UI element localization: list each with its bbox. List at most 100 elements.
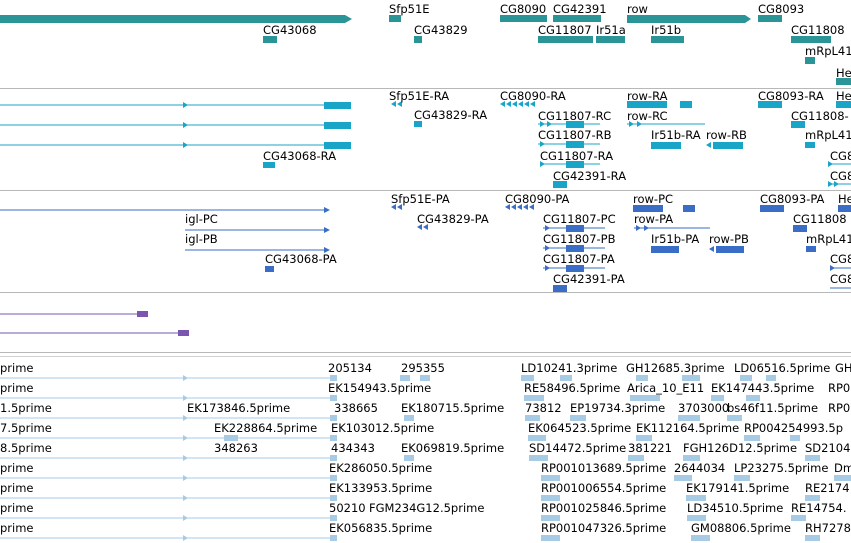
transcript-label[interactable]: CG8090-RA [500, 89, 566, 103]
est-label[interactable]: SD2104 [805, 441, 851, 455]
est-label[interactable]: FGH126D12.5prime [683, 441, 798, 455]
transcript-label[interactable]: CG11807-RB [538, 128, 612, 142]
est-label[interactable]: 1.5prime [0, 401, 52, 415]
protein-label[interactable]: igl-PB [185, 232, 218, 246]
transcript-label[interactable]: CG8 [830, 169, 851, 183]
protein-label[interactable]: CG43068-PA [265, 252, 337, 266]
est-label[interactable]: LP23275.5prime [734, 461, 829, 475]
gene-track-glyphs[interactable] [0, 15, 851, 85]
est-label[interactable]: EK179141.5prime [686, 481, 790, 495]
est-label[interactable]: bs46f11.5prime [727, 401, 819, 415]
est-label[interactable]: EK286050.5prime [329, 461, 433, 475]
transcript-label[interactable]: CG8093-RA [758, 89, 824, 103]
est-label[interactable]: EK112164.5prime [636, 421, 740, 435]
gene-label[interactable]: CG8093 [758, 2, 805, 16]
est-label[interactable]: GH12685.3prime [626, 361, 725, 375]
transcript-label[interactable]: CG42391-RA [553, 169, 627, 183]
est-label[interactable]: 2644034 [674, 461, 726, 475]
est-label[interactable]: GM08806.5prime [691, 521, 791, 535]
protein-label[interactable]: CG8 [830, 272, 851, 286]
est-label[interactable]: EK228864.5prime [214, 421, 318, 435]
protein-label[interactable]: CG43829-PA [417, 212, 489, 226]
est-label[interactable]: Dm [834, 461, 851, 475]
est-label[interactable]: EK133953.5prime [329, 481, 433, 495]
gene-label[interactable]: CG43829 [414, 23, 468, 37]
protein-label[interactable]: CG8090-PA [505, 192, 570, 206]
est-label[interactable]: 381221 [628, 441, 672, 455]
protein-label[interactable]: row-PC [633, 192, 674, 206]
gene-label[interactable]: CG43068 [263, 23, 317, 37]
gene-label[interactable]: CG11807 [538, 23, 592, 37]
transcript-label[interactable]: CG43829-RA [414, 108, 488, 122]
est-label[interactable]: RP001006554.5prime [541, 481, 667, 495]
transcript-label[interactable]: He [836, 89, 851, 103]
protein-track-glyphs[interactable] [0, 204, 851, 292]
est-label[interactable]: RP001013689.5prime [541, 461, 667, 475]
est-track-glyphs[interactable] [0, 375, 851, 541]
est-label[interactable]: RE58496.5prime [524, 381, 621, 395]
transcript-label[interactable]: row-RB [706, 128, 747, 142]
est-label[interactable]: 338665 [334, 401, 378, 415]
gene-label[interactable]: Ir51b [651, 23, 682, 37]
est-label[interactable]: EK180715.5prime [401, 401, 505, 415]
est-label[interactable]: 295355 [401, 361, 445, 375]
est-label[interactable]: RP0 [828, 401, 851, 415]
transcript-label[interactable]: CG11808- [791, 109, 849, 123]
gene-label[interactable]: CG42391 [553, 2, 607, 16]
protein-label[interactable]: mRpL41 [806, 232, 851, 246]
transcript-label[interactable]: CG8 [830, 149, 851, 163]
est-label[interactable]: prime [0, 521, 34, 535]
est-label[interactable]: Arica_10_E11 [627, 381, 705, 395]
est-label[interactable]: prime [0, 461, 34, 475]
est-label[interactable]: 3703000 [678, 401, 730, 415]
est-label[interactable]: GH [835, 361, 851, 375]
transcript-label[interactable]: row-RA [627, 89, 668, 103]
est-label[interactable]: EP19734.3prime [570, 401, 666, 415]
est-label[interactable]: EK064523.5prime [528, 421, 632, 435]
est-label[interactable]: EK103012.5prime [331, 421, 435, 435]
est-label[interactable]: EK173846.5prime [187, 401, 291, 415]
protein-label[interactable]: CG11807-PA [543, 252, 615, 266]
est-label[interactable]: RP001047326.5prime [541, 521, 667, 535]
protein-label[interactable]: Ir51b-PA [651, 232, 700, 246]
gene-label[interactable]: Sfp51E [389, 2, 430, 16]
protein-label[interactable]: CG11808 [793, 212, 847, 226]
est-label[interactable]: prime [0, 381, 34, 395]
est-label[interactable]: EK147443.5prime [711, 381, 815, 395]
gene-label[interactable]: Ir51a [596, 23, 626, 37]
est-label[interactable]: EK154943.5prime [328, 381, 432, 395]
est-label[interactable]: LD10241.3prime [521, 361, 618, 375]
protein-label[interactable]: CG42391-PA [553, 272, 625, 286]
transcript-label[interactable]: CG43068-RA [263, 149, 337, 163]
est-label[interactable]: FGM234G12.5prime [369, 501, 485, 515]
transcript-label[interactable]: CG11807-RA [540, 149, 614, 163]
gene-label[interactable]: He [836, 66, 851, 80]
transcript-label[interactable]: row-RC [627, 109, 668, 123]
est-label[interactable]: 348263 [214, 441, 258, 455]
est-label[interactable]: prime [0, 481, 34, 495]
est-label[interactable]: 73812 [525, 401, 562, 415]
transcript-label[interactable]: Ir51b-RA [651, 128, 701, 142]
est-label[interactable]: 8.5prime [0, 441, 52, 455]
est-label[interactable]: prime [0, 361, 34, 375]
est-label[interactable]: LD06516.5prime [734, 361, 831, 375]
est-label[interactable]: EK069819.5prime [401, 441, 505, 455]
est-label[interactable]: RP001025846.5prime [541, 501, 667, 515]
gene-label[interactable]: mRpL41 [805, 44, 851, 58]
est-label[interactable]: RP004254993.5p [744, 421, 844, 435]
gene-label[interactable]: CG11808 [791, 23, 845, 37]
est-label[interactable]: RE14754. [791, 501, 847, 515]
transcript-label[interactable]: Sfp51E-RA [389, 89, 450, 103]
gene-label[interactable]: CG8090 [500, 2, 547, 16]
gene-label[interactable]: row [627, 2, 648, 16]
est-label[interactable]: 50210 [329, 501, 366, 515]
protein-label[interactable]: row-PB [709, 232, 749, 246]
transcript-label[interactable]: mRpL41 [805, 128, 851, 142]
est-label[interactable]: prime [0, 501, 34, 515]
protein-label[interactable]: CG11807-PC [543, 212, 616, 226]
protein-label[interactable]: Sfp51E-PA [391, 192, 450, 206]
est-label[interactable]: RE2174 [805, 481, 850, 495]
purple-track-glyphs[interactable] [0, 311, 189, 336]
protein-label[interactable]: CG8 [830, 252, 851, 266]
protein-label[interactable]: CG8093-PA [760, 192, 825, 206]
